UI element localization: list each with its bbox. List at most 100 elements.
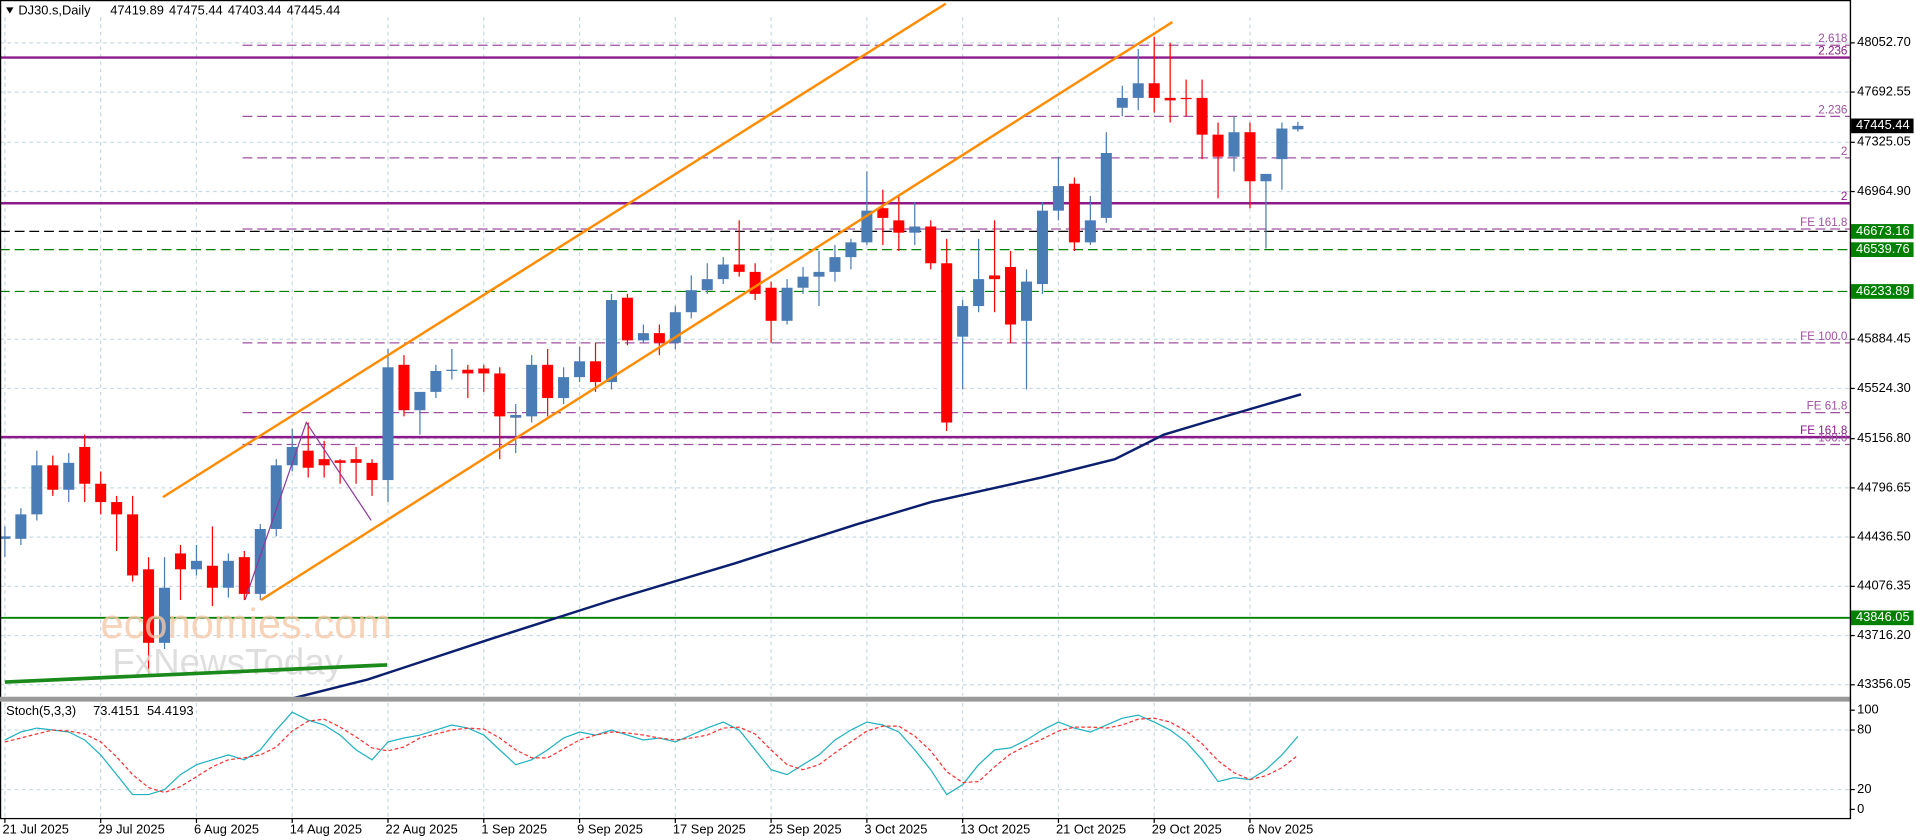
candle-body <box>653 333 665 343</box>
level-label: FE 161.8 <box>1800 424 1847 437</box>
y-tick-label: 100 <box>1857 702 1878 717</box>
level-label: 2.618 <box>1818 32 1847 45</box>
level-label: FE 100.0 <box>1800 330 1848 343</box>
candle-body <box>334 460 346 463</box>
candle-body <box>430 370 442 392</box>
candle-body <box>159 587 171 643</box>
candle-body <box>765 287 777 321</box>
channel-line <box>260 21 1174 602</box>
candle-body <box>637 333 649 341</box>
candle-body <box>47 465 59 490</box>
candle-body <box>829 257 841 272</box>
x-tick-label: 6 Nov 2025 <box>1248 822 1314 837</box>
candle-body <box>302 450 314 468</box>
candle-body <box>542 364 554 399</box>
channel-line <box>162 2 947 499</box>
candle-body <box>15 514 27 539</box>
candle-body <box>973 279 985 307</box>
x-tick-label: 13 Oct 2025 <box>960 822 1030 837</box>
candle-body <box>749 271 761 294</box>
x-tick-label: 1 Sep 2025 <box>481 822 547 837</box>
price-box-label: 47445.44 <box>1856 117 1910 132</box>
candle-body <box>1196 97 1208 135</box>
candle-body <box>1116 97 1128 108</box>
candle-body <box>0 536 11 539</box>
candle-body <box>1164 97 1176 101</box>
x-tick-label: 21 Oct 2025 <box>1056 822 1126 837</box>
candle-body <box>605 300 617 383</box>
candle-body <box>318 459 330 466</box>
x-tick-label: 21 Jul 2025 <box>2 822 69 837</box>
symbol-title: DJ30.s,Daily <box>18 2 91 17</box>
candle-body <box>1260 173 1272 182</box>
ohlc-high: 47475.44 <box>169 2 223 17</box>
candle-body <box>1005 266 1017 325</box>
candle-body <box>190 560 202 570</box>
candle-body <box>845 242 857 258</box>
x-tick-label: 25 Sep 2025 <box>769 822 842 837</box>
candle-body <box>222 560 234 588</box>
indicator-value: 73.4151 <box>93 703 139 718</box>
ohlc-open: 47419.89 <box>110 2 164 17</box>
y-tick-label: 20 <box>1857 781 1871 796</box>
y-tick-label: 0 <box>1857 801 1864 816</box>
candle-body <box>717 264 729 280</box>
candle-body <box>590 361 602 383</box>
watermark: economies.com <box>100 600 392 647</box>
candle-body <box>1036 210 1048 285</box>
candle-body <box>462 369 474 374</box>
candle-body <box>558 377 570 399</box>
candle-body <box>893 220 905 233</box>
price-box-label: 46539.76 <box>1856 241 1910 256</box>
candle-body <box>526 364 538 417</box>
candle-body <box>989 275 1001 280</box>
y-tick-label: 45156.80 <box>1857 430 1911 445</box>
candle-body <box>861 210 873 243</box>
zigzag <box>244 421 372 601</box>
x-tick-label: 29 Jul 2025 <box>98 822 165 837</box>
price-box <box>1851 284 1914 299</box>
candle-body <box>143 569 155 643</box>
candle-body <box>1276 128 1288 160</box>
candle-body <box>877 208 889 218</box>
candle-body <box>494 373 506 417</box>
candle-body <box>286 446 298 466</box>
candle-body <box>1068 183 1080 243</box>
candle-body <box>941 263 953 423</box>
moving-average <box>283 393 1302 702</box>
price-box <box>1851 118 1914 134</box>
y-tick-label: 45884.45 <box>1857 331 1911 346</box>
candle-body <box>127 514 139 576</box>
candle-body <box>366 462 378 481</box>
x-tick-label: 29 Oct 2025 <box>1152 822 1222 837</box>
candle-body <box>238 557 250 594</box>
candle-body <box>398 364 410 411</box>
price-box-label: 43846.05 <box>1856 609 1910 624</box>
y-tick-label: 48052.70 <box>1857 34 1911 49</box>
candle-body <box>1148 83 1160 98</box>
y-tick-label: 43356.05 <box>1857 676 1911 691</box>
candle-body <box>1084 220 1096 243</box>
candle-body <box>111 502 123 515</box>
candle-body <box>1228 132 1240 157</box>
candle-body <box>270 465 282 529</box>
moving-average <box>4 663 388 684</box>
price-box <box>1851 224 1914 239</box>
candle-body <box>31 465 43 515</box>
level-label: 2 <box>1841 190 1847 203</box>
candle-body <box>382 367 394 481</box>
candle-body <box>1180 97 1192 100</box>
candle-body <box>1292 125 1304 130</box>
level-label: 2 <box>1841 145 1847 158</box>
candle-body <box>733 264 745 272</box>
y-tick-label: 44076.35 <box>1857 578 1911 593</box>
panel-separator <box>0 696 1852 702</box>
candle-body <box>1020 281 1033 321</box>
menu-icon[interactable] <box>6 7 14 14</box>
candle-body <box>685 290 697 313</box>
candle-body <box>1052 186 1064 211</box>
ohlc-close: 47445.44 <box>287 2 341 17</box>
level-label: 100.0 <box>1818 431 1848 444</box>
